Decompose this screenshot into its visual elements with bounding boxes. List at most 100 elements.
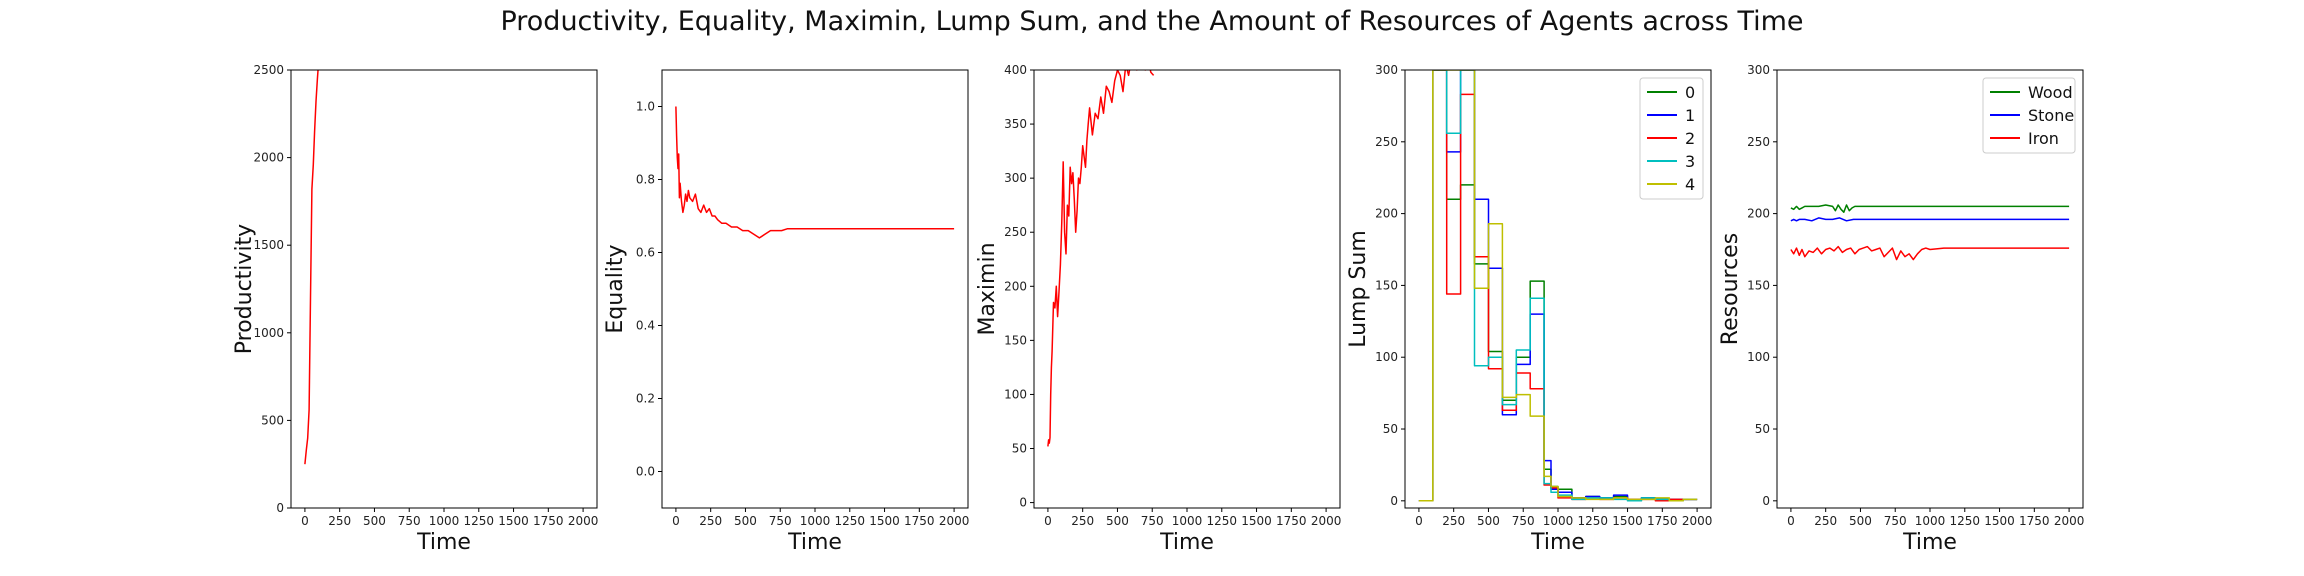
y-tick-label: 0.4 [636,319,655,333]
legend-label-Wood: Wood [2028,83,2073,102]
legend-label-Iron: Iron [2028,129,2059,148]
x-tick-label: 1750 [904,514,935,528]
y-tick-label: 300 [1004,171,1027,185]
x-tick-label: 2000 [568,514,599,528]
x-tick-label: 1000 [1915,514,1946,528]
legend-box [1982,77,2076,154]
x-tick-label: 1500 [1241,514,1272,528]
x-tick-label: 1500 [869,514,900,528]
axes-frame [290,69,598,509]
y-tick-label: 2500 [253,63,284,77]
x-tick-label: 1000 [800,514,831,528]
y-tick-label: 150 [1375,278,1398,292]
x-tick-label: 1250 [834,514,865,528]
y-tick-label: 0.0 [636,465,655,479]
y-tick-label: 150 [1004,333,1027,347]
y-tick-label: 100 [1747,350,1770,364]
y-tick-label: 0 [1390,494,1398,508]
x-tick-label: 250 [1442,514,1465,528]
y-tick-label: 50 [1383,422,1398,436]
chart-panel-3: 0 250 500 750 1000 1250 1500 1750 20000501001502… [1346,63,1712,555]
y-tick-label: 1500 [253,238,284,252]
y-tick-label: 50 [1755,422,1770,436]
legend-label-3: 3 [1685,152,1695,171]
series-line-Wood [1790,204,2070,213]
series-line-0 [675,106,955,239]
x-tick-label: 750 [769,514,792,528]
y-tick-label: 0 [1762,494,1770,508]
series-line-Stone [1790,217,2070,222]
x-tick-label: 0 [1787,514,1795,528]
y-tick-label: 0 [276,501,284,515]
y-axis-label: Lump Sum [1346,230,1371,348]
y-axis-label: Equality [603,244,628,333]
x-tick-label: 1750 [1647,514,1678,528]
x-tick-label: 1250 [1949,514,1980,528]
y-tick-label: 2000 [253,151,284,165]
y-tick-label: 0.8 [636,173,655,187]
y-tick-label: 500 [261,413,284,427]
axes-frame [661,69,969,509]
legend-label-Stone: Stone [2028,106,2074,125]
x-tick-label: 500 [1849,514,1872,528]
y-tick-label: 300 [1747,63,1770,77]
series-line-0 [1047,70,1155,447]
chart-panel-0: 0 250 500 750 1000 1250 1500 1750 20000500100015… [232,63,599,555]
x-tick-label: 750 [1141,514,1164,528]
x-tick-label: 2000 [1682,514,1713,528]
y-tick-label: 250 [1004,225,1027,239]
legend-label-0: 0 [1685,83,1695,102]
x-tick-label: 750 [1512,514,1535,528]
x-tick-label: 500 [1106,514,1129,528]
x-tick-label: 250 [328,514,351,528]
y-tick-label: 350 [1004,117,1027,131]
x-tick-label: 0 [1415,514,1423,528]
x-tick-label: 2000 [1311,514,1342,528]
x-tick-label: 1000 [1543,514,1574,528]
x-tick-label: 1500 [1984,514,2015,528]
x-tick-label: 2000 [2054,514,2085,528]
chart-panel-1: 0 250 500 750 1000 1250 1500 1750 2000 0.0 0.2 0.4 0… [603,69,969,555]
x-tick-label: 1000 [429,514,460,528]
series-line-4 [1418,70,1698,502]
y-tick-label: 250 [1747,135,1770,149]
x-axis-label: Time [1159,530,1214,555]
chart-panel-2: 0 250 500 750 1000 1250 1500 1750 2000 0 50 100 150 2… [975,63,1342,555]
y-tick-label: 100 [1375,350,1398,364]
y-tick-label: 200 [1004,279,1027,293]
x-tick-label: 1250 [1577,514,1608,528]
legend-label-4: 4 [1685,175,1695,194]
y-axis-label: Productivity [232,224,257,354]
x-tick-label: 0 [672,514,680,528]
y-tick-label: 200 [1375,207,1398,221]
legend: 0 1 2 3 4 [1639,77,1704,200]
chart-panel-4: 0 250 500 750 1000 1250 1500 1750 2000 0 50 100 150 2… [1718,63,2084,555]
y-tick-label: 0.2 [636,392,655,406]
y-tick-label: 400 [1004,63,1027,77]
y-axis-label: Maximin [975,242,1000,335]
y-tick-label: 1.0 [636,100,655,114]
series-line-Iron [1790,245,2070,261]
x-tick-label: 750 [1884,514,1907,528]
x-tick-label: 1250 [463,514,494,528]
x-axis-label: Time [1902,530,1957,555]
x-tick-label: 1750 [533,514,564,528]
y-tick-label: 250 [1375,135,1398,149]
x-tick-label: 1500 [498,514,529,528]
legend-label-2: 2 [1685,129,1695,148]
x-tick-label: 500 [734,514,757,528]
figure-title: Productivity, Equality, Maximin, Lump Su… [500,6,1804,37]
x-tick-label: 250 [1071,514,1094,528]
y-tick-label: 100 [1004,387,1027,401]
x-axis-label: Time [787,530,842,555]
legend: Wood Stone Iron [1982,77,2076,154]
x-tick-label: 500 [363,514,386,528]
y-axis-label: Resources [1718,233,1743,345]
y-tick-label: 300 [1375,63,1398,77]
x-tick-label: 500 [1477,514,1500,528]
x-axis-label: Time [1530,530,1585,555]
x-tick-label: 1500 [1612,514,1643,528]
y-tick-label: 50 [1012,442,1027,456]
